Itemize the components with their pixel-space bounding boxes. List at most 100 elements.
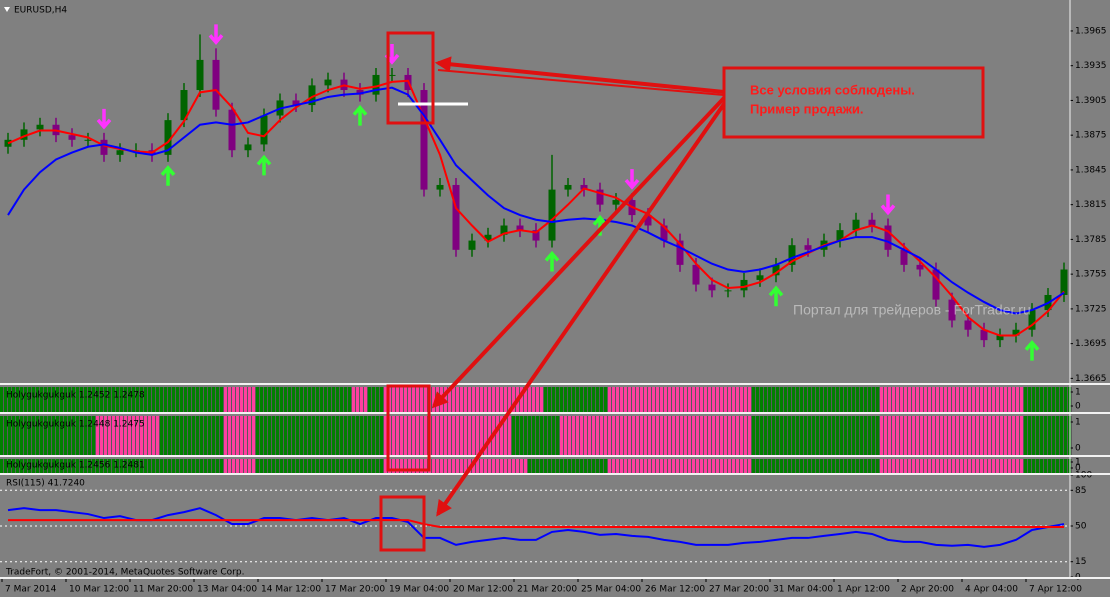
state-bar <box>560 387 576 412</box>
candle-body <box>660 225 668 241</box>
state-bar <box>240 416 256 455</box>
candle-body <box>20 129 28 140</box>
candle-body <box>756 275 764 280</box>
state-bar <box>480 387 496 412</box>
x-tick-label: 25 Mar 04:00 <box>581 585 641 595</box>
state-bar <box>896 387 912 412</box>
state-bar <box>1008 387 1024 412</box>
buy-arrow <box>256 154 272 176</box>
state-bar <box>832 387 848 412</box>
state-bar <box>976 387 992 412</box>
candle-body <box>356 90 364 95</box>
y-tick-label: 1.3875 <box>1075 131 1107 141</box>
state-bar <box>192 387 208 412</box>
state-bar <box>912 387 928 412</box>
state-bar <box>864 387 880 412</box>
arrow <box>437 69 725 96</box>
candle-body <box>164 120 172 155</box>
chart-title: EURUSD,H4 <box>14 6 67 16</box>
candle-body <box>596 189 604 205</box>
state-bar <box>144 459 160 473</box>
state-bar <box>544 416 560 455</box>
state-bar <box>432 416 448 455</box>
state-bar <box>528 387 544 412</box>
line-series <box>7 79 1065 337</box>
state-bar <box>1008 459 1024 473</box>
state-bar <box>1040 387 1056 412</box>
state-bar <box>800 387 816 412</box>
buy-arrow <box>544 250 560 272</box>
arrow <box>431 96 726 409</box>
candle-body <box>532 230 540 241</box>
state-bar <box>592 459 608 473</box>
candle-body <box>260 115 268 145</box>
panel-title: RSI(115) 41.7240 <box>6 479 85 489</box>
candle-body <box>324 79 332 86</box>
candle-body <box>772 264 780 276</box>
state-bar <box>656 459 672 473</box>
candle-body <box>548 189 556 241</box>
state-bar <box>656 416 672 455</box>
state-bar <box>816 387 832 412</box>
state-bar <box>736 387 752 412</box>
candle-body <box>884 225 892 250</box>
state-bar <box>432 459 448 473</box>
panel-borders <box>0 0 1110 579</box>
annotation-line: Все условия соблюдены. <box>750 82 915 97</box>
candle-body <box>212 59 220 110</box>
candle-body <box>372 74 380 95</box>
line-series <box>7 507 1065 548</box>
state-bar <box>816 416 832 455</box>
state-bar <box>1024 387 1040 412</box>
sell-arrow <box>208 24 224 46</box>
y-tick-label: 1.3905 <box>1075 96 1107 106</box>
candle-body <box>788 245 796 265</box>
state-bar <box>544 459 560 473</box>
state-bar <box>288 459 304 473</box>
panel-title: Holygukgukguk 1.2456 1.2481 <box>6 461 145 471</box>
state-bar <box>688 459 704 473</box>
x-tick-label: 20 Mar 12:00 <box>453 585 513 595</box>
state-bar <box>640 459 656 473</box>
state-bar <box>144 416 160 455</box>
x-tick-label: 17 Mar 20:00 <box>325 585 385 595</box>
state-bar <box>400 416 416 455</box>
state-bar <box>848 459 864 473</box>
candle-body <box>708 284 716 291</box>
candle-body <box>932 269 940 300</box>
state-bar <box>592 416 608 455</box>
state-bar <box>272 387 288 412</box>
state-bar <box>576 387 592 412</box>
state-bar <box>992 459 1008 473</box>
state-bar <box>16 459 32 473</box>
state-bar <box>0 416 16 455</box>
state-bar <box>960 416 976 455</box>
highlight-box <box>386 384 431 472</box>
state-bar <box>96 459 112 473</box>
state-bar <box>16 416 32 455</box>
candle-body <box>724 290 732 292</box>
x-tick-label: 31 Mar 04:00 <box>773 585 833 595</box>
candle-body <box>852 219 860 231</box>
x-tick-label: 10 Mar 12:00 <box>69 585 129 595</box>
state-bar <box>368 459 384 473</box>
candle-body <box>484 234 492 241</box>
state-bar <box>96 416 112 455</box>
state-bar <box>576 459 592 473</box>
state-bar <box>288 416 304 455</box>
candle-body <box>836 230 844 241</box>
state-bar <box>912 416 928 455</box>
state-bar <box>672 387 688 412</box>
state-bar <box>176 416 192 455</box>
state-bar <box>208 459 224 473</box>
state-bar <box>768 459 784 473</box>
state-bar <box>240 387 256 412</box>
y-tick-label: 0 <box>1075 444 1081 454</box>
state-bar <box>208 387 224 412</box>
candle-body <box>468 240 476 250</box>
state-bar <box>64 459 80 473</box>
state-bar <box>688 387 704 412</box>
state-bar <box>976 416 992 455</box>
state-bar <box>128 416 144 455</box>
